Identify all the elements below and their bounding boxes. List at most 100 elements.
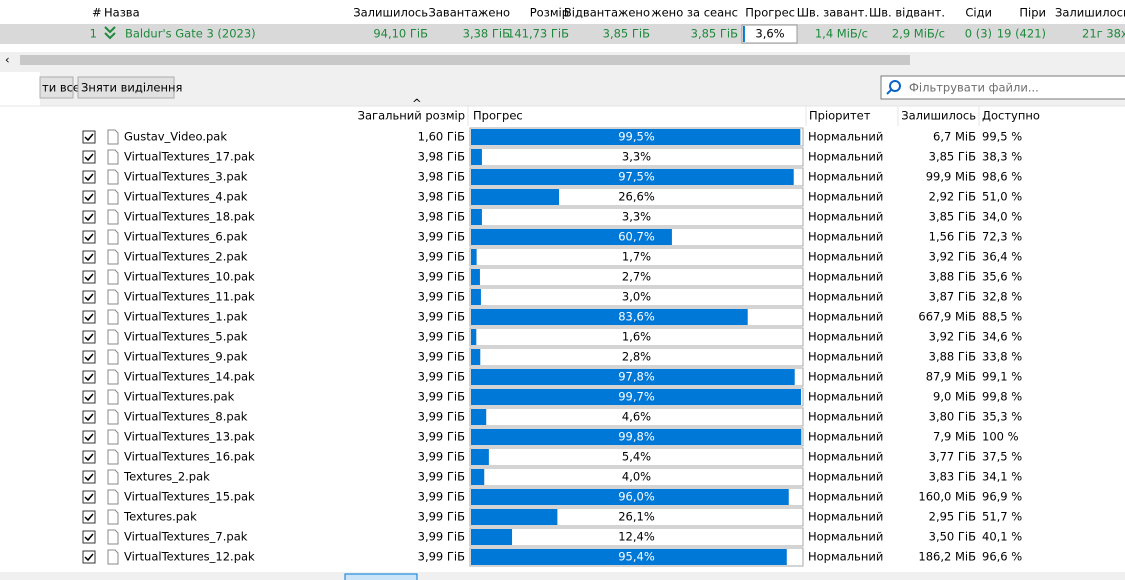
- file-name[interactable]: VirtualTextures_1.pak: [124, 310, 248, 324]
- file-name[interactable]: VirtualTextures_5.pak: [124, 330, 248, 344]
- priority[interactable]: Нормальний: [808, 450, 883, 464]
- checkbox[interactable]: [82, 190, 96, 204]
- side-panel: [0, 72, 40, 217]
- checkbox[interactable]: [82, 170, 96, 184]
- priority[interactable]: Нормальний: [808, 270, 883, 284]
- checkbox[interactable]: [82, 430, 96, 444]
- priority[interactable]: Нормальний: [808, 530, 883, 544]
- column-header[interactable]: Залишилось: [901, 109, 976, 123]
- priority[interactable]: Нормальний: [808, 330, 883, 344]
- file-name[interactable]: Textures.pak: [123, 510, 197, 524]
- select-all-label[interactable]: ти все: [42, 81, 80, 95]
- checkbox[interactable]: [82, 370, 96, 384]
- column-header[interactable]: Назва: [104, 6, 140, 20]
- priority[interactable]: Нормальний: [808, 350, 883, 364]
- column-header[interactable]: жено за сеанс: [651, 6, 738, 20]
- progress-label: 3,0%: [622, 290, 651, 304]
- column-header[interactable]: Доступно: [982, 109, 1040, 123]
- file-name[interactable]: VirtualTextures_3.pak: [124, 170, 248, 184]
- select-all-button[interactable]: [39, 76, 74, 99]
- file-icon: [107, 449, 119, 465]
- priority[interactable]: Нормальний: [808, 390, 883, 404]
- filter-placeholder[interactable]: Фільтрувати файли...: [909, 81, 1039, 95]
- column-header[interactable]: Сіди: [965, 6, 992, 20]
- file-name[interactable]: VirtualTextures_18.pak: [124, 210, 255, 224]
- column-header[interactable]: Залишилось: [1055, 6, 1125, 20]
- priority[interactable]: Нормальний: [808, 170, 883, 184]
- file-name[interactable]: VirtualTextures_9.pak: [124, 350, 248, 364]
- priority[interactable]: Нормальний: [808, 370, 883, 384]
- priority[interactable]: Нормальний: [808, 310, 883, 324]
- column-header[interactable]: Розмір: [530, 6, 569, 20]
- file-name[interactable]: VirtualTextures_15.pak: [124, 490, 255, 504]
- file-name[interactable]: VirtualTextures_12.pak: [124, 550, 255, 564]
- file-name[interactable]: VirtualTextures_8.pak: [124, 410, 248, 424]
- file-name[interactable]: VirtualTextures_17.pak: [124, 150, 255, 164]
- progress-label: 1,7%: [622, 250, 651, 264]
- checkbox[interactable]: [82, 270, 96, 284]
- checkbox[interactable]: [82, 250, 96, 264]
- priority[interactable]: Нормальний: [808, 550, 883, 564]
- checkbox[interactable]: [82, 530, 96, 544]
- priority[interactable]: Нормальний: [808, 410, 883, 424]
- file-name[interactable]: VirtualTextures_11.pak: [124, 290, 255, 304]
- file-name[interactable]: VirtualTextures.pak: [124, 390, 235, 404]
- scroll-thumb[interactable]: [20, 55, 910, 65]
- column-header[interactable]: Прогрес: [473, 109, 523, 123]
- checkbox[interactable]: [82, 410, 96, 424]
- column-header[interactable]: Загальний розмір: [358, 109, 465, 123]
- priority[interactable]: Нормальний: [808, 250, 883, 264]
- checkbox[interactable]: [82, 470, 96, 484]
- tab[interactable]: [344, 573, 418, 580]
- checkbox[interactable]: [82, 310, 96, 324]
- deselect-label[interactable]: Зняти виділення: [81, 81, 182, 95]
- checkbox[interactable]: [82, 150, 96, 164]
- deselect-button[interactable]: [77, 76, 175, 99]
- priority[interactable]: Нормальний: [808, 130, 883, 144]
- file-name[interactable]: VirtualTextures_7.pak: [124, 530, 248, 544]
- checkbox[interactable]: [82, 330, 96, 344]
- column-header[interactable]: Шв. завант.: [797, 6, 868, 20]
- filter-input[interactable]: [880, 75, 1125, 100]
- column-header[interactable]: #: [92, 6, 102, 20]
- progress-label: 26,1%: [618, 510, 655, 524]
- priority[interactable]: Нормальний: [808, 190, 883, 204]
- file-name[interactable]: Textures_2.pak: [123, 470, 210, 484]
- priority[interactable]: Нормальний: [808, 210, 883, 224]
- file-name[interactable]: VirtualTextures_16.pak: [124, 450, 255, 464]
- priority[interactable]: Нормальний: [808, 290, 883, 304]
- priority[interactable]: Нормальний: [808, 470, 883, 484]
- checkbox[interactable]: [82, 390, 96, 404]
- column-header[interactable]: Пріоритет: [809, 109, 871, 123]
- priority[interactable]: Нормальний: [808, 510, 883, 524]
- column-header[interactable]: Прогрес: [745, 6, 795, 20]
- column-header[interactable]: Відвантажено: [564, 6, 650, 20]
- file-name[interactable]: VirtualTextures_10.pak: [124, 270, 255, 284]
- checkbox[interactable]: [82, 230, 96, 244]
- file-name[interactable]: VirtualTextures_6.pak: [124, 230, 248, 244]
- checkbox[interactable]: [82, 550, 96, 564]
- priority[interactable]: Нормальний: [808, 490, 883, 504]
- priority[interactable]: Нормальний: [808, 150, 883, 164]
- file-name[interactable]: VirtualTextures_2.pak: [124, 250, 248, 264]
- checkbox[interactable]: [82, 210, 96, 224]
- file-name[interactable]: Gustav_Video.pak: [124, 130, 227, 144]
- column-header[interactable]: Завантажено: [429, 6, 511, 20]
- checkbox[interactable]: [82, 130, 96, 144]
- progress-bar: [471, 409, 487, 425]
- priority[interactable]: Нормальний: [808, 430, 883, 444]
- file-name[interactable]: VirtualTextures_13.pak: [124, 430, 255, 444]
- selected-row[interactable]: [0, 24, 1125, 44]
- checkbox[interactable]: [82, 450, 96, 464]
- column-header[interactable]: Піри: [1019, 6, 1046, 20]
- checkbox[interactable]: [82, 290, 96, 304]
- column-header[interactable]: Шв. відвант.: [869, 6, 945, 20]
- file-name[interactable]: VirtualTextures_4.pak: [124, 190, 248, 204]
- file-name[interactable]: VirtualTextures_14.pak: [124, 370, 255, 384]
- scroll-left[interactable]: ‹: [5, 53, 10, 67]
- column-header[interactable]: Залишилось: [353, 6, 428, 20]
- priority[interactable]: Нормальний: [808, 230, 883, 244]
- checkbox[interactable]: [82, 510, 96, 524]
- checkbox[interactable]: [82, 350, 96, 364]
- checkbox[interactable]: [82, 490, 96, 504]
